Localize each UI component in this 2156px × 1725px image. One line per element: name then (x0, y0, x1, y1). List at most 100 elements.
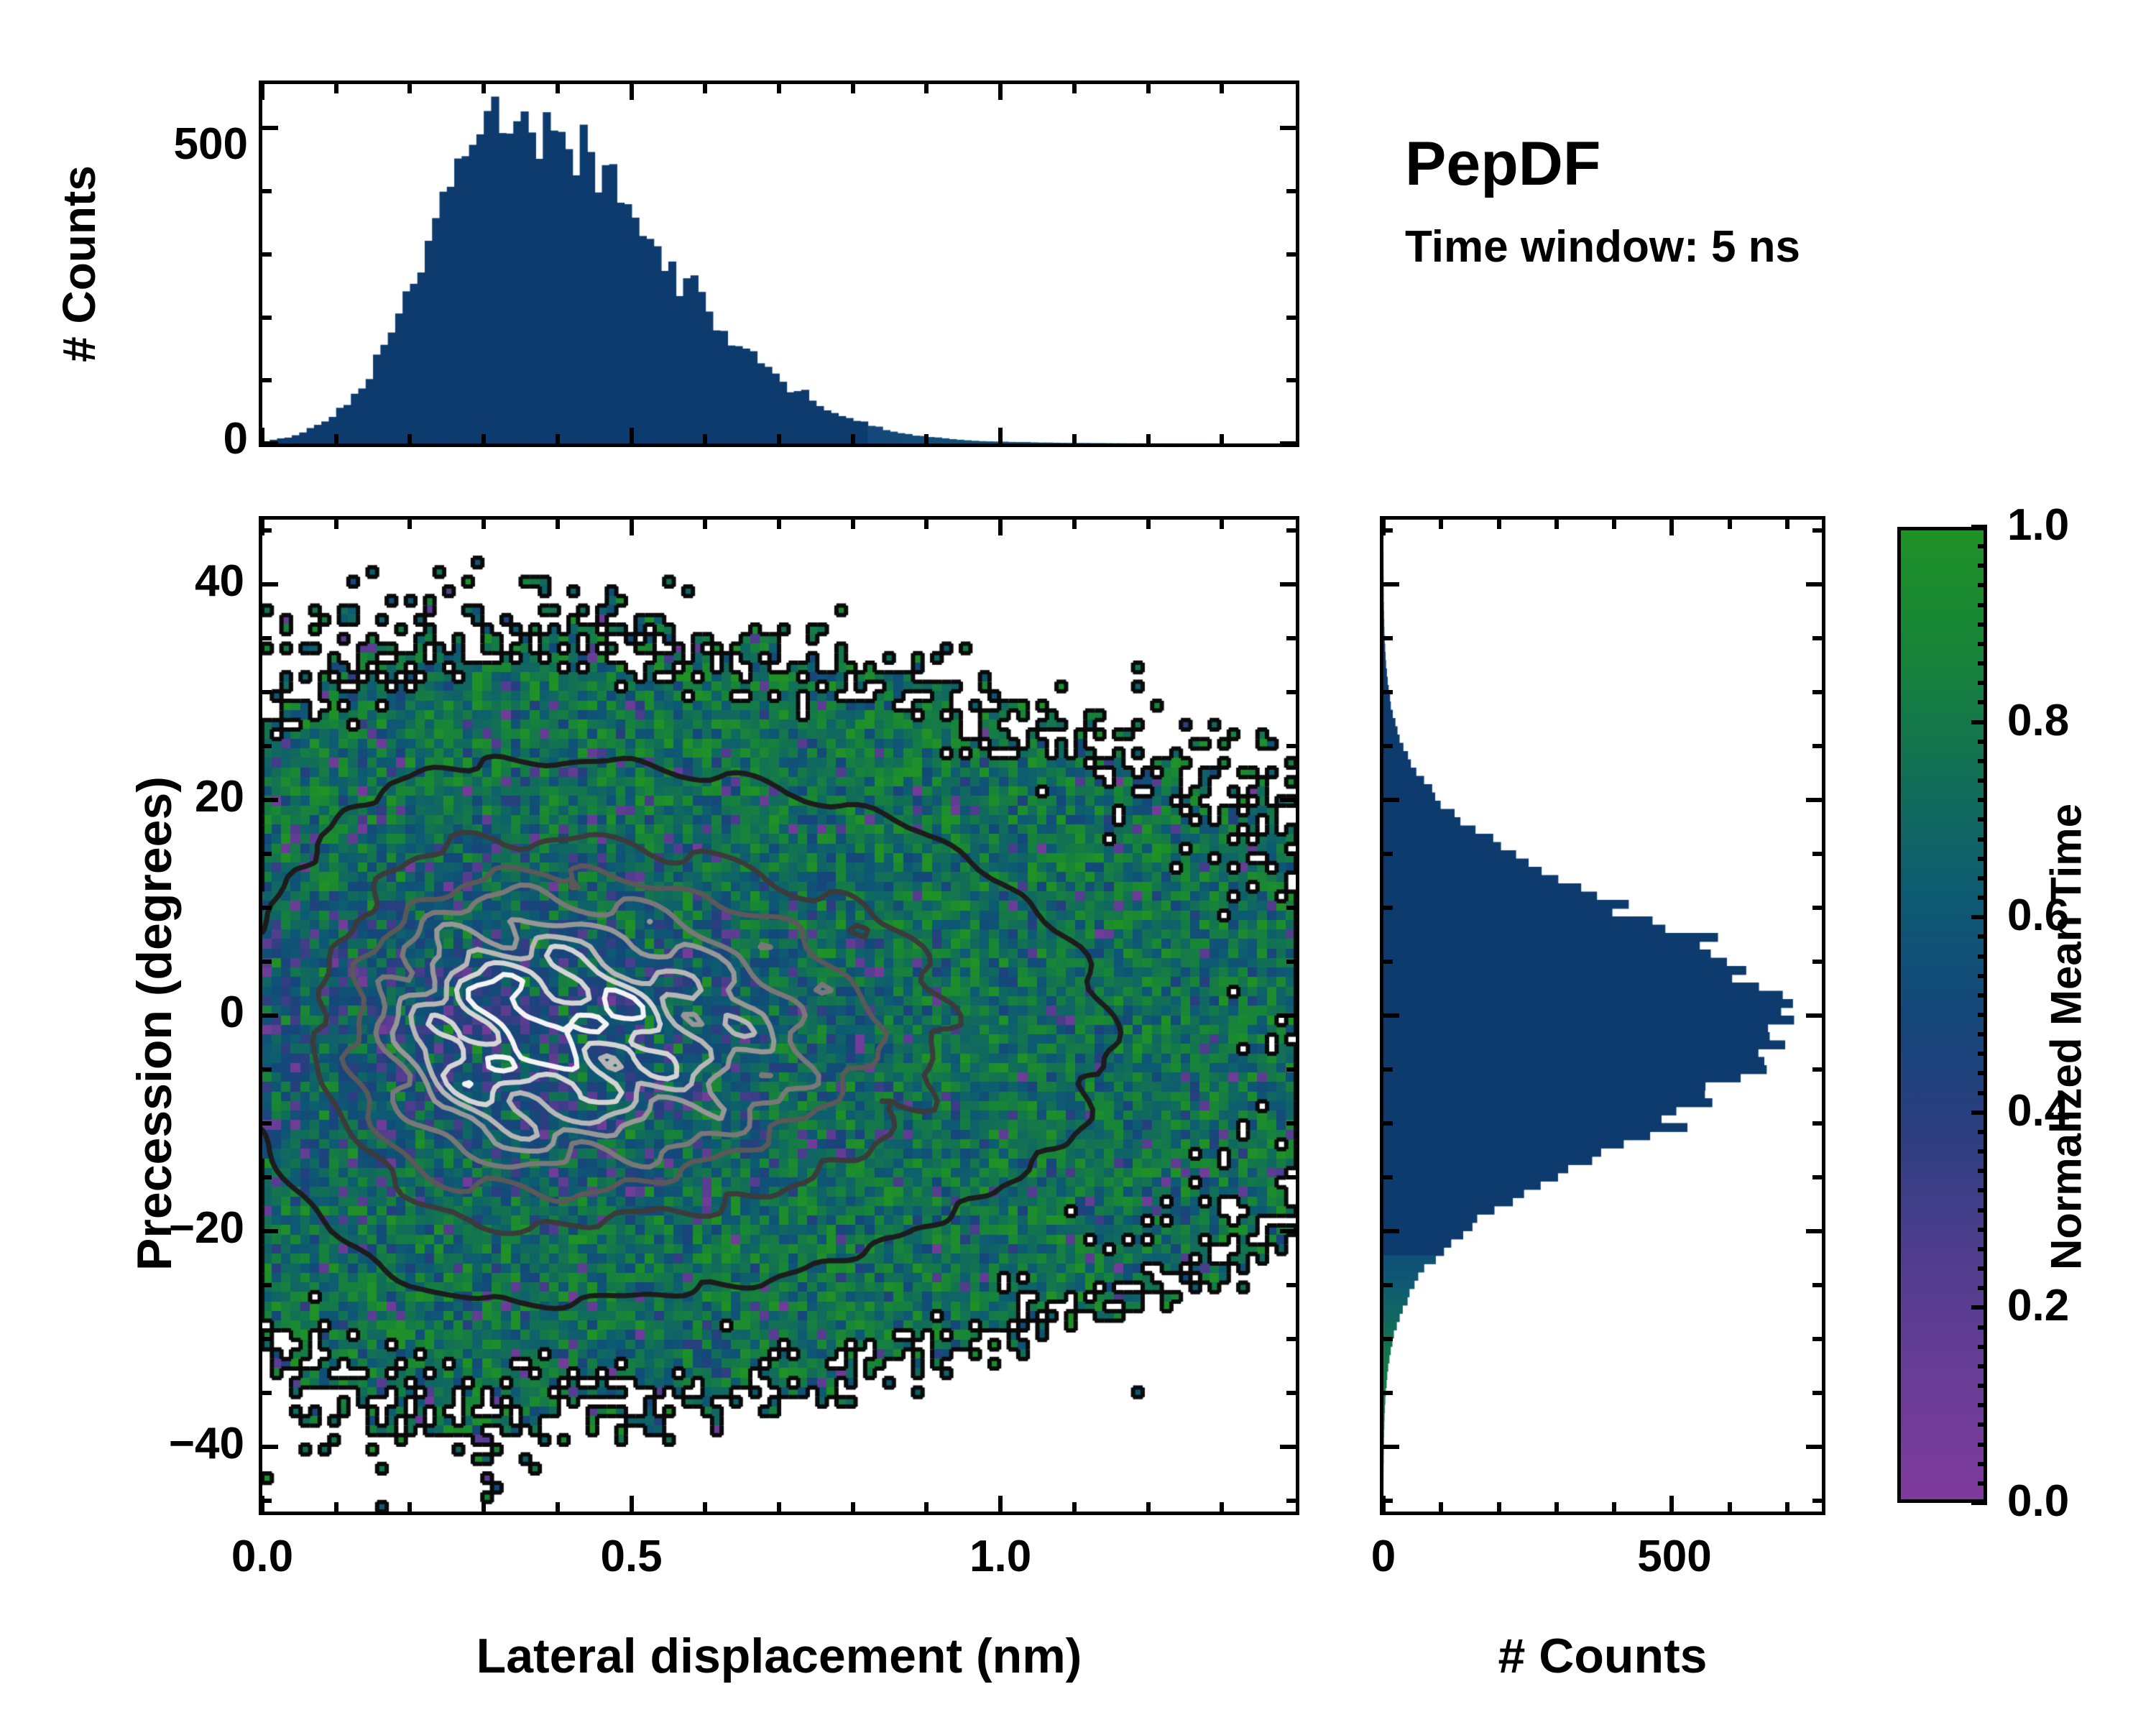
main-xtick-label: 0.5 (600, 1532, 663, 1581)
axis-tick (777, 520, 781, 529)
axis-tick (1806, 1445, 1822, 1449)
axis-tick (1978, 1071, 1987, 1076)
axis-tick (629, 428, 634, 443)
axis-tick (1978, 1090, 1987, 1095)
axis-tick (1612, 1502, 1617, 1512)
axis-tick (555, 520, 560, 529)
axis-tick (1978, 896, 1987, 901)
axis-tick (1978, 1227, 1987, 1232)
axis-tick (333, 520, 338, 529)
axis-tick (262, 906, 272, 910)
axis-tick (1383, 906, 1393, 910)
main-ytick-label: 0 (219, 988, 244, 1037)
axis-tick (1383, 1445, 1399, 1449)
axis-tick (482, 434, 487, 443)
axis-tick (1280, 1445, 1296, 1449)
axis-tick (1286, 528, 1296, 533)
axis-tick (407, 520, 413, 529)
axis-tick (1381, 520, 1386, 535)
main-xlabel: Lateral displacement (nm) (476, 1629, 1082, 1683)
axis-tick (1978, 1013, 1987, 1017)
axis-tick (1978, 681, 1987, 686)
axis-tick (998, 1496, 1003, 1512)
axis-tick (1978, 934, 1987, 939)
right-histogram-canvas (1383, 520, 1822, 1512)
axis-tick (262, 744, 272, 748)
axis-tick (1978, 544, 1987, 549)
axis-tick (1146, 520, 1151, 529)
axis-tick (262, 960, 272, 964)
axis-tick (1806, 1229, 1822, 1233)
axis-tick (1978, 875, 1987, 880)
axis-tick (1978, 1363, 1987, 1368)
axis-tick (262, 1067, 272, 1072)
axis-tick (262, 528, 272, 533)
axis-tick (924, 84, 929, 93)
axis-tick (1286, 1121, 1296, 1126)
axis-tick (1978, 954, 1987, 959)
axis-tick (1978, 837, 1987, 842)
axis-tick (1383, 744, 1393, 748)
axis-tick (1978, 1246, 1987, 1251)
axis-tick (1383, 1013, 1399, 1018)
axis-tick (777, 84, 781, 93)
axis-tick (262, 378, 272, 383)
axis-tick (777, 434, 781, 443)
axis-tick (1812, 960, 1822, 964)
axis-tick (1978, 1403, 1987, 1408)
axis-tick (1971, 719, 1987, 724)
axis-tick (1383, 690, 1393, 694)
axis-tick (703, 434, 708, 443)
axis-tick (260, 1496, 264, 1512)
axis-tick (1978, 739, 1987, 744)
axis-tick (1978, 564, 1987, 569)
axis-tick (555, 84, 560, 93)
axis-tick (703, 520, 708, 529)
axis-tick (262, 1175, 272, 1179)
main-heatmap-canvas (262, 520, 1296, 1512)
axis-tick (1286, 315, 1296, 320)
axis-tick (482, 520, 487, 529)
axis-tick (1220, 520, 1225, 529)
axis-tick (1812, 1391, 1822, 1395)
axis-tick (1072, 1502, 1077, 1512)
axis-tick (262, 1445, 278, 1449)
top-histogram-canvas (262, 84, 1296, 443)
axis-tick (1383, 1283, 1393, 1287)
axis-tick (1812, 1067, 1822, 1072)
axis-tick (1496, 1502, 1501, 1512)
axis-tick (1978, 661, 1987, 666)
axis-tick (1978, 1208, 1987, 1213)
main-heatmap-panel (259, 516, 1299, 1515)
axis-tick (1280, 798, 1296, 802)
axis-tick (1978, 778, 1987, 783)
axis-tick (629, 84, 634, 100)
axis-tick (1978, 700, 1987, 705)
axis-tick (629, 1496, 634, 1512)
axis-tick (555, 434, 560, 443)
axis-tick (924, 1502, 929, 1512)
axis-tick (1806, 582, 1822, 586)
axis-tick (333, 84, 338, 93)
axis-tick (1978, 1384, 1987, 1389)
axis-tick (1286, 960, 1296, 964)
axis-tick (924, 434, 929, 443)
axis-tick (1280, 582, 1296, 586)
axis-tick (1978, 817, 1987, 822)
axis-tick (1383, 1337, 1393, 1341)
axis-tick (262, 126, 278, 131)
axis-tick (1971, 915, 1987, 920)
colorbar-tick-label: 0.6 (2007, 891, 2070, 941)
axis-tick (1978, 1266, 1987, 1271)
main-ytick-label: −40 (168, 1419, 244, 1468)
axis-tick (1554, 1502, 1559, 1512)
axis-tick (1280, 126, 1296, 131)
right-hist-xtick-0: 0 (1370, 1532, 1396, 1581)
axis-tick (262, 1499, 272, 1503)
axis-tick (1286, 378, 1296, 383)
axis-tick (1286, 1067, 1296, 1072)
axis-tick (1383, 798, 1399, 802)
axis-tick (262, 636, 272, 640)
main-xtick-label: 1.0 (969, 1532, 1032, 1581)
axis-tick (850, 520, 855, 529)
